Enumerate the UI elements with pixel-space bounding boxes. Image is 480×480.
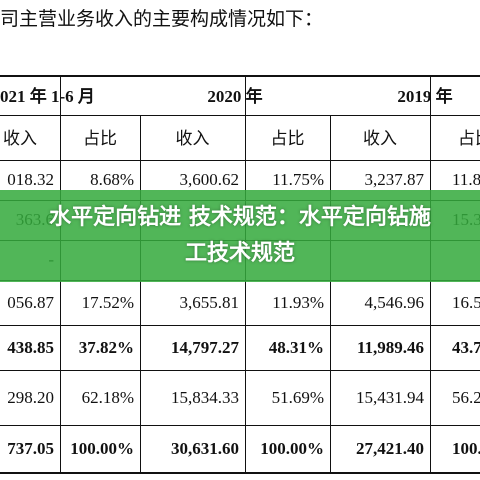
table-cell: 43.7 [452, 337, 480, 357]
row-rule [0, 425, 480, 426]
column-header: 占比 [83, 129, 117, 148]
table-cell: 438.85 [7, 337, 54, 357]
table-cell: 48.31% [268, 337, 324, 357]
banner-text: 水平定向钻进 技术规范：水平定向钻施工技术规范 [49, 205, 431, 266]
table-cell: 14,797.27 [171, 337, 239, 357]
table-cell: 100.0 [452, 438, 480, 458]
table-cell: 62.18% [81, 387, 134, 407]
table-cell: 51.69% [271, 387, 324, 407]
table-cell: 100.00% [70, 438, 134, 458]
col-rule [330, 115, 331, 472]
table-cell: 018.32 [7, 170, 54, 189]
period-header: 2019 年 [397, 87, 453, 106]
table-cell: 11,989.46 [356, 337, 424, 357]
table-cell: 8.68% [90, 170, 134, 189]
period-header: 021 年 1-6 月 [0, 87, 95, 106]
col-rule [140, 115, 141, 472]
row-rule [0, 160, 480, 161]
table-cell: 4,546.96 [364, 292, 425, 312]
table-cell: 15,431.94 [356, 387, 424, 407]
table-cell: 11.8 [452, 170, 480, 189]
column-header: 收入 [175, 129, 210, 148]
row-rule [0, 75, 480, 77]
column-header: 占比 [458, 129, 480, 148]
table-cell: 37.82% [78, 337, 134, 357]
table-cell: 100.00% [260, 438, 324, 458]
table-cell: 17.52% [81, 292, 134, 312]
title-banner: 水平定向钻进 技术规范：水平定向钻施工技术规范 [0, 190, 480, 282]
table-cell: 30,631.60 [171, 438, 239, 458]
table-cell: 11.93% [272, 292, 324, 312]
period-header: 2020 年 [207, 87, 263, 106]
table-cell: 56.2 [452, 387, 480, 407]
row-rule [0, 115, 480, 116]
intro-text: 司主营业务收入的主要构成情况如下： [0, 9, 324, 30]
table-cell: 737.05 [7, 438, 54, 458]
column-header: 占比 [270, 129, 305, 148]
table-cell: 27,421.40 [356, 438, 424, 458]
row-rule [0, 370, 480, 371]
row-rule [0, 472, 480, 474]
row-rule [0, 325, 480, 326]
table-cell: 298.20 [7, 387, 54, 407]
table-cell: 3,600.62 [179, 170, 240, 189]
column-header: 收入 [363, 129, 397, 148]
table-cell: 056.87 [7, 292, 54, 312]
table-cell: 11.75% [272, 170, 324, 189]
table-cell: 15,834.33 [171, 387, 239, 407]
table-cell: 16.5 [452, 292, 480, 312]
column-header: 收入 [3, 129, 37, 148]
table-cell: 3,655.81 [179, 292, 240, 312]
table-cell: 3,237.87 [364, 170, 425, 189]
